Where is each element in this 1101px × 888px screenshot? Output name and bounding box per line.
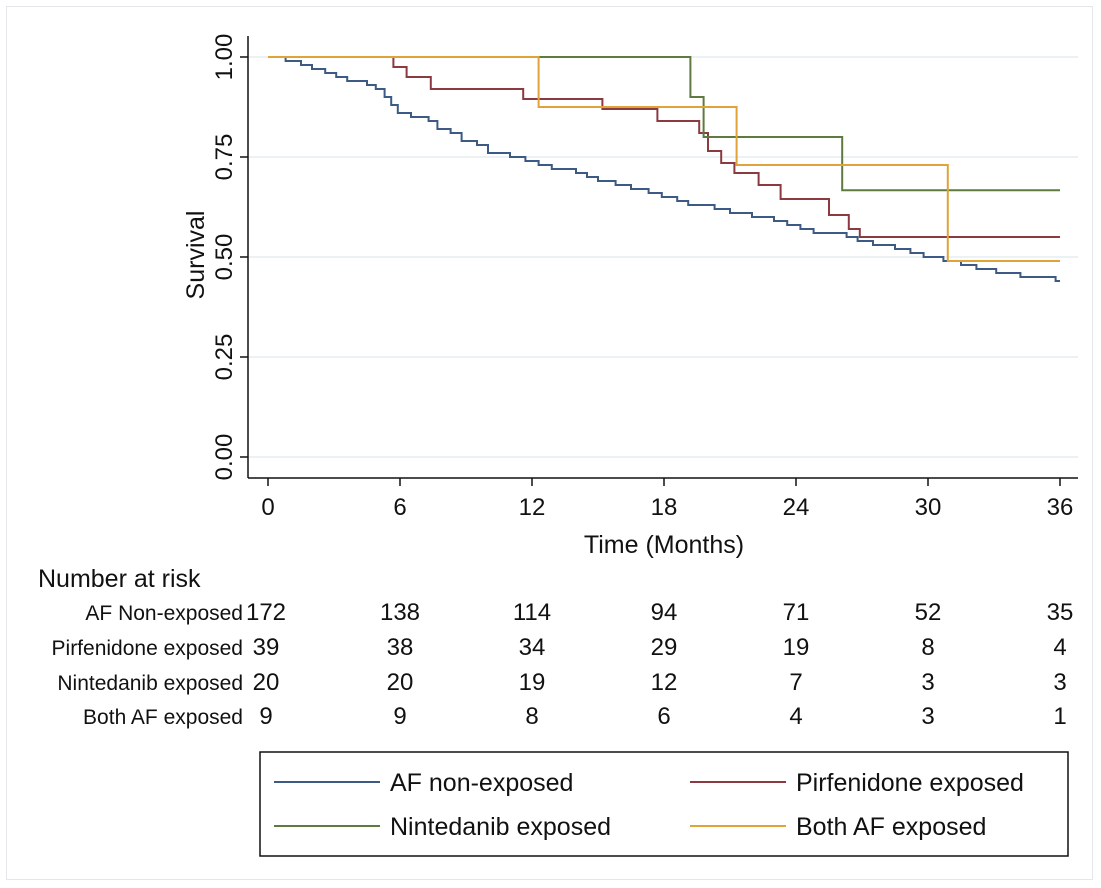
risk-value: 29 xyxy=(651,634,678,661)
x-tick-label: 12 xyxy=(519,494,546,521)
survival-curves xyxy=(268,56,1060,282)
legend-label: Nintedanib exposed xyxy=(390,813,611,841)
risk-value: 138 xyxy=(380,599,420,626)
figure-frame xyxy=(6,6,1093,880)
risk-value: 52 xyxy=(915,599,942,626)
y-tick-label: 0.75 xyxy=(211,134,238,181)
risk-row-label: Pirfenidone exposed xyxy=(52,637,243,660)
risk-value: 6 xyxy=(657,703,670,730)
legend: AF non-exposed Pirfenidone exposed Ninteda… xyxy=(259,751,1069,857)
y-tick-label: 1.00 xyxy=(211,34,238,81)
x-tick-label: 6 xyxy=(393,494,406,521)
survival-curve-af-non-exposed xyxy=(268,56,1060,282)
risk-value: 3 xyxy=(1053,669,1066,696)
risk-value: 172 xyxy=(246,599,286,626)
risk-value: 7 xyxy=(789,669,802,696)
survival-curve-pirfenidone-exposed xyxy=(268,56,1060,238)
risk-value: 114 xyxy=(513,599,551,626)
legend-label: Both AF exposed xyxy=(796,813,986,841)
risk-value: 8 xyxy=(525,703,538,730)
risk-value: 34 xyxy=(519,634,546,661)
risk-value: 8 xyxy=(921,634,934,661)
x-axis-title: Time (Months) xyxy=(584,531,744,559)
risk-value: 19 xyxy=(519,669,546,696)
risk-value: 20 xyxy=(253,669,280,696)
survival-curve-nintedanib-exposed xyxy=(268,56,1060,192)
risk-value: 19 xyxy=(783,634,810,661)
risk-row-label: Nintedanib exposed xyxy=(57,672,243,695)
gridlines xyxy=(248,56,1078,458)
risk-value: 4 xyxy=(1053,634,1066,661)
survival-curve-both-af-exposed xyxy=(268,56,1060,262)
legend-label: Pirfenidone exposed xyxy=(796,769,1024,797)
y-tick-label: 0.00 xyxy=(211,434,238,481)
x-tick-label: 0 xyxy=(261,494,274,521)
risk-value: 20 xyxy=(387,669,414,696)
risk-table: AF Non-exposed 172 138 114 94 71 52 35Pirfenido… xyxy=(52,599,1074,730)
risk-value: 71 xyxy=(783,599,810,626)
risk-value: 3 xyxy=(921,703,934,730)
legend-label: AF non-exposed xyxy=(390,769,573,797)
risk-value: 38 xyxy=(387,634,414,661)
risk-row-label: AF Non-exposed xyxy=(85,602,243,625)
y-ticks: 0.00 0.25 0.50 0.75 1.00 xyxy=(211,34,248,481)
risk-value: 3 xyxy=(921,669,934,696)
x-ticks: 0 6 12 18 24 30 36 xyxy=(261,478,1073,521)
y-axis-title: Survival xyxy=(182,211,210,300)
risk-value: 12 xyxy=(651,669,678,696)
x-tick-label: 24 xyxy=(783,494,810,521)
x-tick-label: 36 xyxy=(1047,494,1074,521)
risk-row-label: Both AF exposed xyxy=(83,706,243,729)
risk-value: 39 xyxy=(253,634,280,661)
risk-value: 9 xyxy=(393,703,406,730)
risk-value: 4 xyxy=(789,703,802,730)
risk-table-title: Number at risk xyxy=(38,565,201,593)
y-tick-label: 0.50 xyxy=(211,234,238,281)
risk-value: 94 xyxy=(651,599,678,626)
x-tick-label: 18 xyxy=(651,494,678,521)
x-tick-label: 30 xyxy=(915,494,942,521)
y-tick-label: 0.25 xyxy=(211,334,238,381)
risk-value: 9 xyxy=(259,703,272,730)
risk-value: 35 xyxy=(1047,599,1074,626)
legend-box xyxy=(259,751,1069,857)
risk-value: 1 xyxy=(1053,703,1066,730)
